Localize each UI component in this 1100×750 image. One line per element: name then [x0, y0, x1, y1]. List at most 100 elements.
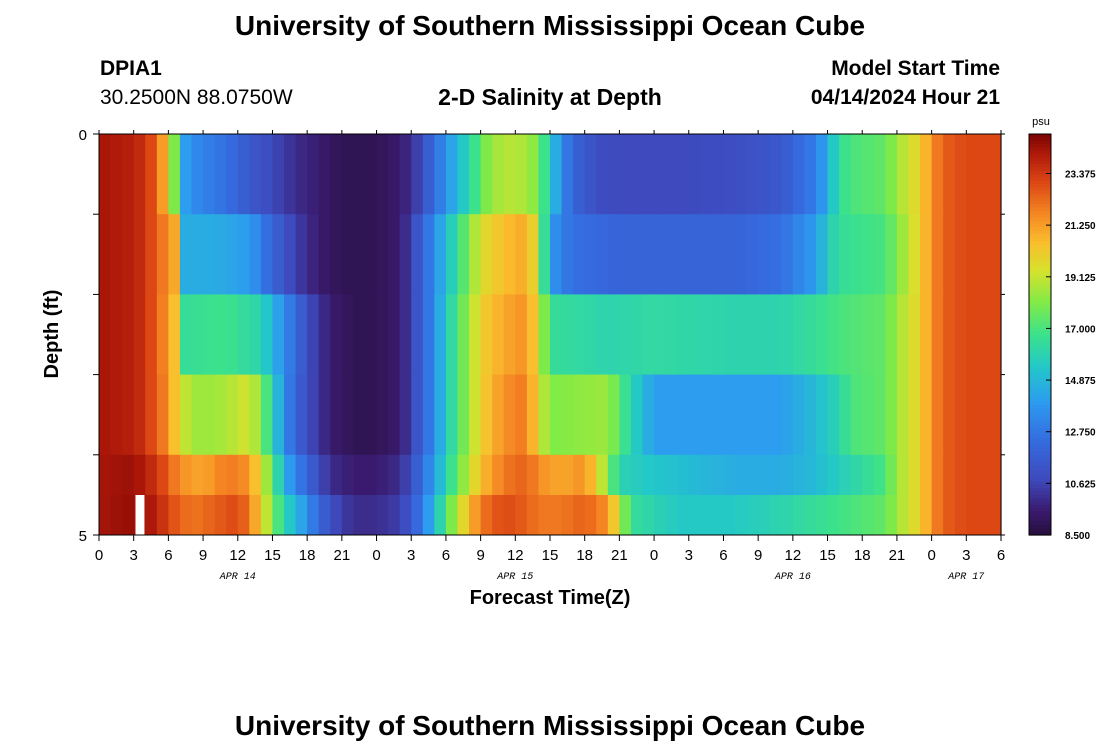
- heatmap-cell: [862, 214, 875, 295]
- colorbar-swatch: [1029, 281, 1051, 285]
- heatmap-cell: [873, 134, 886, 215]
- heatmap-cell: [376, 294, 389, 375]
- heatmap-cell: [191, 214, 204, 295]
- heatmap-cell: [885, 214, 898, 295]
- heatmap-cell: [156, 495, 169, 536]
- heatmap-cell: [781, 374, 794, 456]
- heatmap-cell: [711, 374, 725, 456]
- heatmap-cell: [746, 134, 759, 215]
- heatmap-cell: [237, 374, 250, 456]
- colorbar-swatch: [1029, 431, 1051, 436]
- x-tick-label: 0: [650, 547, 658, 564]
- x-tick-label: 0: [95, 547, 103, 564]
- colorbar-swatch: [1029, 434, 1051, 439]
- heatmap-cell: [99, 454, 112, 495]
- heatmap-cell: [966, 294, 979, 375]
- colorbar-swatch: [1029, 284, 1051, 289]
- heatmap-cell: [480, 214, 493, 295]
- colorbar-swatch: [1029, 387, 1051, 392]
- colorbar-swatch: [1029, 501, 1051, 506]
- heatmap-cell: [943, 495, 956, 536]
- heatmap-cell: [688, 294, 701, 375]
- heatmap-cell: [445, 214, 459, 295]
- colorbar-swatch: [1029, 224, 1051, 229]
- heatmap-cell: [538, 454, 551, 495]
- heatmap-cell: [295, 134, 308, 215]
- heatmap-cell: [515, 495, 528, 536]
- colorbar-swatch: [1029, 404, 1051, 409]
- date-label: APR 17: [947, 572, 984, 583]
- heatmap-cell: [550, 374, 563, 456]
- x-tick-label: 18: [854, 547, 871, 564]
- heatmap-cell: [272, 134, 285, 215]
- heatmap-cell: [885, 454, 898, 495]
- heatmap-cell: [168, 294, 181, 375]
- heatmap-cell: [434, 454, 447, 495]
- heatmap-cell: [943, 374, 956, 456]
- heatmap-cell: [399, 495, 412, 536]
- heatmap-cell: [168, 134, 181, 215]
- heatmap-cell: [168, 454, 181, 495]
- colorbar-swatch: [1029, 438, 1051, 443]
- heatmap-cell: [422, 374, 435, 456]
- colorbar-swatch: [1029, 250, 1051, 255]
- colorbar-swatch: [1029, 408, 1051, 412]
- colorbar-swatch: [1029, 337, 1051, 342]
- x-axis: 0 3 6 9 12 15 18 21 0 3 6 9 12 15 18 21 0 3 6 9 12 15 18 21 0 3 6 A…: [95, 130, 1005, 583]
- heatmap-cell: [815, 454, 829, 495]
- heatmap-cell: [573, 495, 586, 536]
- colorbar-swatch: [1029, 521, 1051, 526]
- heatmap-cell: [654, 454, 667, 495]
- y-tick-label: 5: [79, 528, 87, 545]
- heatmap-cell: [561, 454, 574, 495]
- heatmap-cell: [735, 454, 748, 495]
- heatmap-cell: [584, 374, 597, 456]
- heatmap-cell: [145, 214, 158, 295]
- colorbar-swatch: [1029, 384, 1051, 389]
- colorbar-swatch: [1029, 418, 1051, 422]
- heatmap-cell: [341, 214, 355, 295]
- heatmap-cell: [341, 294, 355, 375]
- heatmap-cell: [307, 214, 320, 295]
- heatmap-cell: [284, 495, 297, 536]
- heatmap-cell: [839, 374, 852, 456]
- heatmap-cell: [561, 294, 574, 375]
- colorbar-swatch: [1029, 230, 1051, 235]
- heatmap-cell: [480, 374, 493, 456]
- heatmap-cell: [133, 374, 146, 456]
- heatmap-cell: [827, 374, 840, 456]
- heatmap-cell: [839, 454, 852, 495]
- heatmap-cell: [827, 495, 840, 536]
- heatmap-cell: [596, 374, 609, 456]
- heatmap-cell: [260, 454, 274, 495]
- heatmap-cell: [989, 454, 1002, 495]
- heatmap-cell: [260, 495, 274, 536]
- x-tick-label: 15: [819, 547, 836, 564]
- heatmap-cell: [226, 294, 239, 375]
- colorbar-swatch: [1029, 234, 1051, 239]
- heatmap-cell: [677, 374, 690, 456]
- heatmap-cell: [191, 454, 204, 495]
- heatmap-cell: [99, 374, 112, 456]
- heatmap-cell: [156, 294, 169, 375]
- heatmap-cell: [584, 495, 597, 536]
- heatmap-cell: [665, 495, 678, 536]
- heatmap-cell: [318, 134, 331, 215]
- heatmap-cell: [908, 214, 921, 295]
- heatmap-cell: [122, 454, 135, 495]
- colorbar-swatch: [1029, 524, 1051, 529]
- heatmap-cell: [272, 495, 285, 536]
- heatmap-cell: [434, 214, 447, 295]
- heatmap-cell: [642, 495, 655, 536]
- colorbar-swatch: [1029, 461, 1051, 466]
- heatmap-cell: [654, 214, 667, 295]
- heatmap-cell: [492, 374, 505, 456]
- x-tick-label: 6: [442, 547, 450, 564]
- heatmap-cell: [723, 134, 736, 215]
- colorbar-swatch: [1029, 257, 1051, 262]
- x-tick-label: 3: [962, 547, 970, 564]
- y-axis: 05: [79, 127, 1005, 545]
- heatmap-cell: [827, 134, 840, 215]
- colorbar-swatch: [1029, 474, 1051, 479]
- heatmap-cell: [249, 495, 262, 536]
